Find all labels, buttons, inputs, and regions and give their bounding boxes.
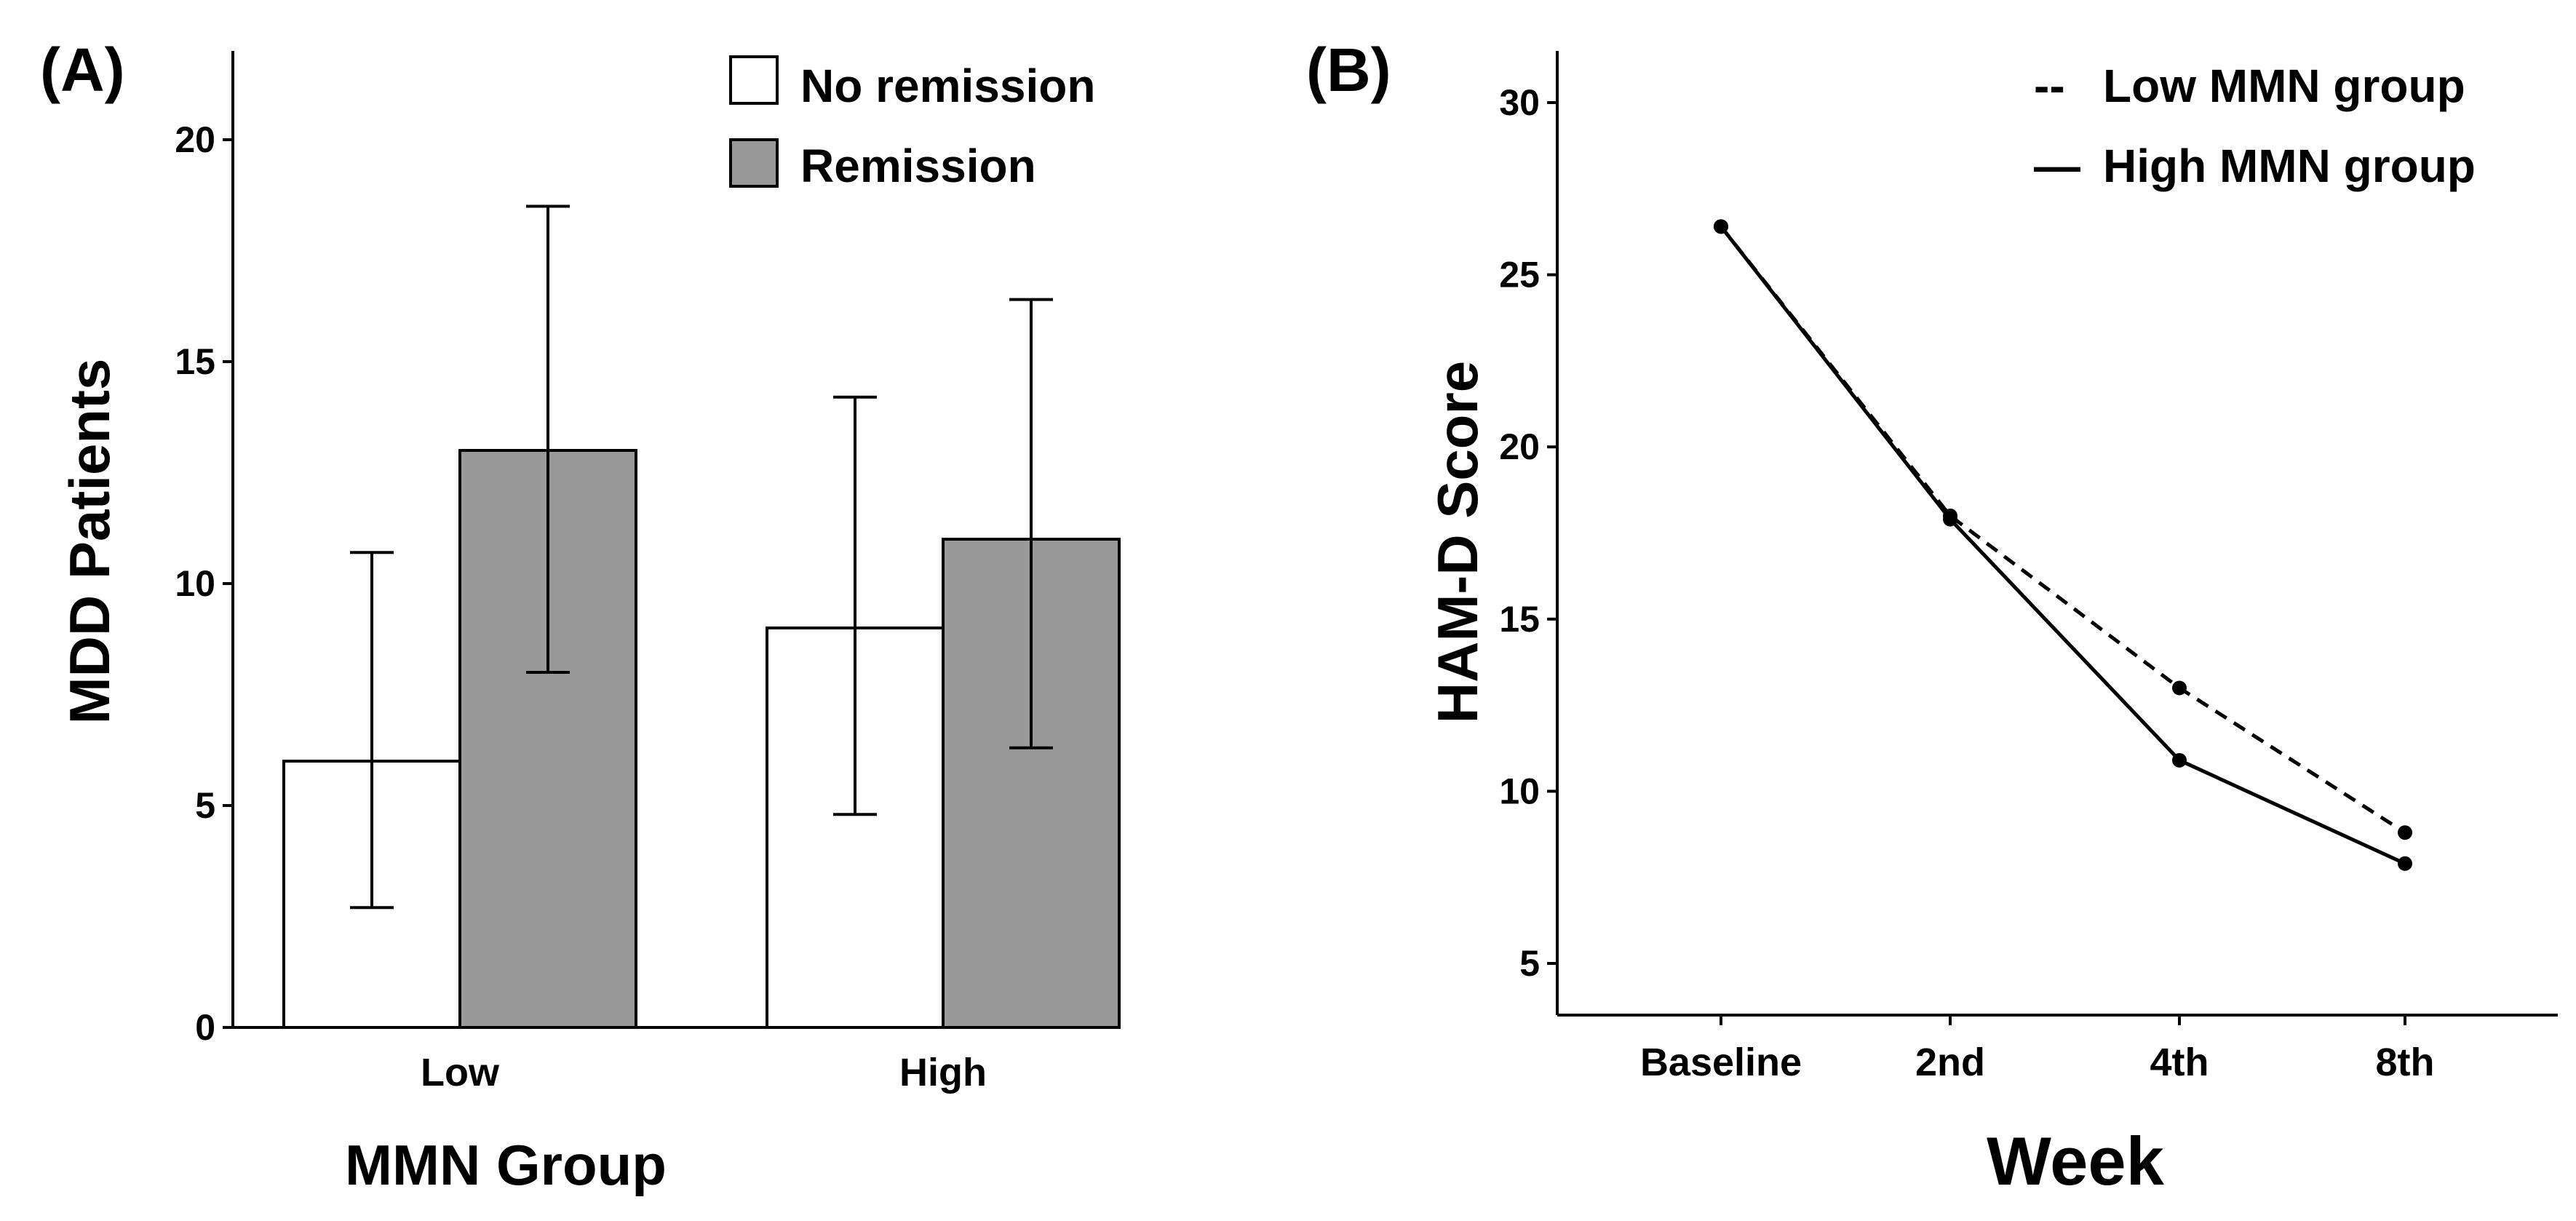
- panel-a-bar-chart: (A) 0 5 10 15 20 Low High MDD Patients MMN Gr…: [40, 36, 1121, 1197]
- point-high-mmn-group-2nd: [1943, 512, 1957, 527]
- point-low-mmn-group-4th: [2172, 680, 2187, 696]
- point-high-mmn-group-8th: [2398, 856, 2412, 871]
- legend-swatch-remission: [729, 138, 779, 188]
- legend-label-high-mmn: High MMN group: [2103, 140, 2476, 192]
- panel-a-label: (A): [40, 36, 125, 104]
- error-bars: [350, 204, 1053, 910]
- legend-mark-high-mmn: —: [2034, 140, 2080, 192]
- legend-mark-low-mmn: --: [2034, 60, 2065, 112]
- point-high-mmn-group-baseline: [1714, 219, 1728, 234]
- y-tick-label: 30: [1499, 82, 1540, 123]
- error-bar-remission-high: [1009, 298, 1053, 749]
- y-tick-label: 5: [1519, 943, 1540, 984]
- y-ticks: 5 10 15 20 25 30: [1499, 82, 1557, 984]
- x-tick-label-low: Low: [421, 1051, 500, 1094]
- point-low-mmn-group-8th: [2398, 825, 2412, 840]
- x-tick-label-baseline: Baseline: [1640, 1041, 1802, 1084]
- y-tick-label: 0: [195, 1007, 215, 1048]
- y-tick-label: 20: [175, 119, 215, 160]
- legend: -- Low MMN group — High MMN group: [2034, 60, 2476, 192]
- y-tick-label: 15: [1499, 599, 1540, 640]
- error-bar-no-remission-low: [350, 551, 394, 910]
- error-bar-remission-low: [526, 204, 570, 674]
- y-tick-label: 25: [1499, 255, 1540, 295]
- legend-label-low-mmn: Low MMN group: [2103, 60, 2465, 112]
- y-tick-label: 10: [1499, 771, 1540, 811]
- y-tick-label: 20: [1499, 426, 1540, 467]
- x-axis-title: Week: [1987, 1123, 2165, 1199]
- legend-label-no-remission: No remission: [800, 60, 1095, 112]
- x-tick-label-8th: 8th: [2376, 1041, 2435, 1084]
- line-high-mmn-group: [1720, 225, 2406, 866]
- series-lines: [1720, 225, 2406, 866]
- x-categories: Baseline 2nd 4th 8th: [1640, 1015, 2435, 1084]
- error-bar-no-remission-high: [833, 395, 877, 816]
- x-tick-label-4th: 4th: [2150, 1041, 2209, 1084]
- x-categories: Low High: [421, 1051, 987, 1094]
- y-tick-label: 5: [195, 785, 215, 826]
- axes: [1556, 51, 2558, 1017]
- x-axis-title: MMN Group: [345, 1133, 667, 1197]
- x-tick-label-2nd: 2nd: [1915, 1041, 1985, 1084]
- legend-swatch-no-remission: [729, 55, 779, 105]
- y-axis-title: MDD Patients: [57, 359, 122, 725]
- panel-b-line-chart: (B) 5 10 15 20 25 30 Baseline 2nd 4th 8th HAM-D …: [1306, 36, 2558, 1199]
- bars: [282, 449, 1121, 1029]
- data-points: [1714, 219, 2412, 871]
- legend: No remission Remission: [729, 55, 1095, 192]
- y-axis-title: HAM-D Score: [1426, 361, 1490, 723]
- y-tick-label: 15: [175, 341, 215, 382]
- y-ticks: 0 5 10 15 20: [175, 119, 233, 1048]
- legend-label-remission: Remission: [800, 140, 1036, 192]
- axes: [231, 51, 1106, 1029]
- panel-b-label: (B): [1306, 36, 1391, 104]
- point-high-mmn-group-4th: [2172, 752, 2187, 768]
- y-tick-label: 10: [175, 563, 215, 604]
- x-tick-label-high: High: [899, 1051, 987, 1094]
- line-low-mmn-group: [1720, 225, 2406, 835]
